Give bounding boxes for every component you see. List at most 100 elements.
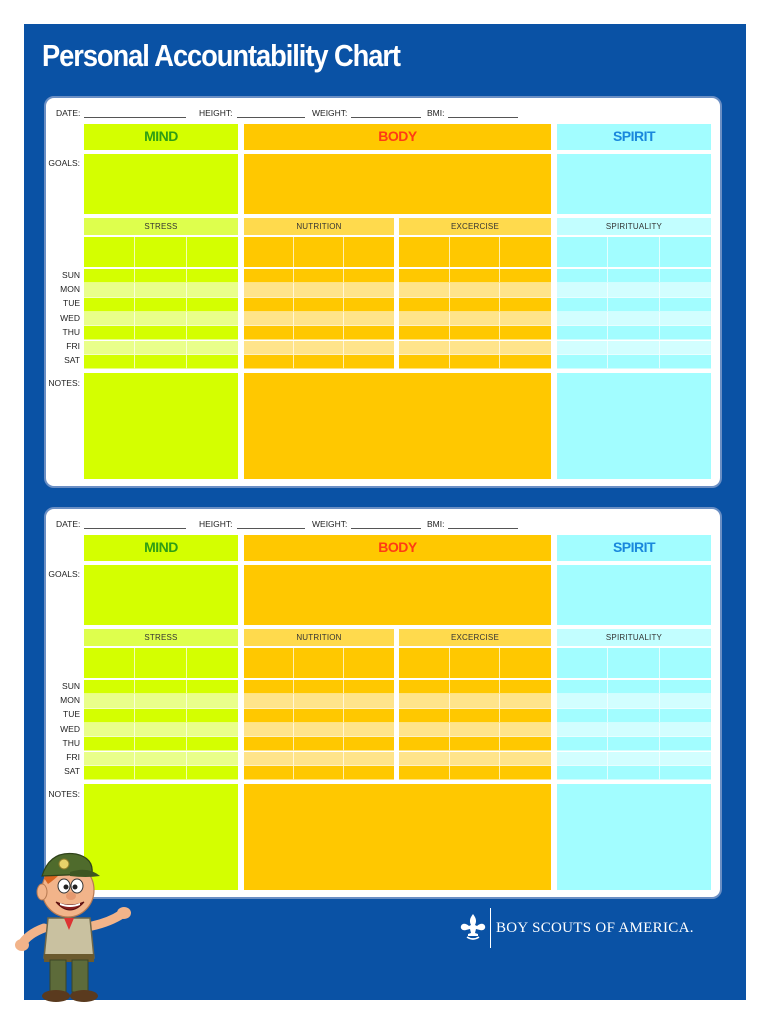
grid-day-cell[interactable] bbox=[399, 311, 450, 327]
grid-header-cell[interactable] bbox=[557, 237, 609, 267]
grid-day-cell[interactable] bbox=[659, 694, 711, 709]
grid-day-cell[interactable] bbox=[244, 765, 294, 781]
grid-header-cell[interactable] bbox=[84, 648, 136, 678]
spirit-notes-box[interactable] bbox=[557, 373, 711, 479]
grid-day-cell[interactable] bbox=[500, 340, 551, 355]
grid-day-cell[interactable] bbox=[84, 326, 136, 341]
grid-day-cell[interactable] bbox=[344, 283, 394, 298]
grid-day-cell[interactable] bbox=[84, 311, 136, 327]
grid-day-cell[interactable] bbox=[186, 340, 238, 355]
grid-day-cell[interactable] bbox=[557, 354, 609, 370]
grid-header-cell[interactable] bbox=[344, 648, 394, 678]
grid-day-cell[interactable] bbox=[449, 269, 501, 284]
grid-day-cell[interactable] bbox=[557, 297, 609, 312]
grid-day-cell[interactable] bbox=[186, 354, 238, 370]
grid-day-cell[interactable] bbox=[186, 269, 238, 284]
grid-day-cell[interactable] bbox=[557, 680, 609, 695]
body-notes-box[interactable] bbox=[244, 373, 551, 479]
grid-day-cell[interactable] bbox=[399, 326, 450, 341]
grid-day-cell[interactable] bbox=[135, 354, 187, 370]
grid-day-cell[interactable] bbox=[608, 694, 660, 709]
grid-day-cell[interactable] bbox=[608, 708, 660, 723]
grid-day-cell[interactable] bbox=[608, 680, 660, 695]
grid-day-cell[interactable] bbox=[186, 737, 238, 752]
grid-day-cell[interactable] bbox=[244, 340, 294, 355]
grid-day-cell[interactable] bbox=[500, 680, 551, 695]
grid-day-cell[interactable] bbox=[500, 354, 551, 370]
grid-day-cell[interactable] bbox=[399, 708, 450, 723]
body-notes-box[interactable] bbox=[244, 784, 551, 890]
grid-day-cell[interactable] bbox=[294, 722, 344, 738]
grid-day-cell[interactable] bbox=[135, 311, 187, 327]
grid-day-cell[interactable] bbox=[557, 708, 609, 723]
spirit-goals-box[interactable] bbox=[557, 565, 711, 625]
grid-day-cell[interactable] bbox=[186, 708, 238, 723]
grid-day-cell[interactable] bbox=[135, 283, 187, 298]
grid-day-cell[interactable] bbox=[344, 354, 394, 370]
grid-day-cell[interactable] bbox=[294, 354, 344, 370]
grid-day-cell[interactable] bbox=[449, 751, 501, 766]
grid-day-cell[interactable] bbox=[294, 269, 344, 284]
grid-header-cell[interactable] bbox=[500, 237, 551, 267]
mind-notes-box[interactable] bbox=[84, 784, 238, 890]
grid-day-cell[interactable] bbox=[399, 283, 450, 298]
body-goals-box[interactable] bbox=[244, 154, 551, 214]
grid-day-cell[interactable] bbox=[344, 680, 394, 695]
grid-header-cell[interactable] bbox=[659, 648, 711, 678]
grid-day-cell[interactable] bbox=[294, 694, 344, 709]
grid-day-cell[interactable] bbox=[659, 751, 711, 766]
mind-goals-box[interactable] bbox=[84, 154, 238, 214]
grid-day-cell[interactable] bbox=[84, 354, 136, 370]
grid-day-cell[interactable] bbox=[449, 326, 501, 341]
grid-day-cell[interactable] bbox=[135, 722, 187, 738]
grid-day-cell[interactable] bbox=[449, 708, 501, 723]
grid-header-cell[interactable] bbox=[186, 648, 238, 678]
grid-header-cell[interactable] bbox=[399, 237, 450, 267]
grid-day-cell[interactable] bbox=[659, 680, 711, 695]
grid-day-cell[interactable] bbox=[608, 269, 660, 284]
grid-day-cell[interactable] bbox=[244, 311, 294, 327]
grid-day-cell[interactable] bbox=[449, 297, 501, 312]
grid-day-cell[interactable] bbox=[557, 765, 609, 781]
grid-day-cell[interactable] bbox=[344, 269, 394, 284]
grid-day-cell[interactable] bbox=[399, 354, 450, 370]
grid-day-cell[interactable] bbox=[557, 283, 609, 298]
grid-day-cell[interactable] bbox=[608, 722, 660, 738]
grid-day-cell[interactable] bbox=[399, 680, 450, 695]
grid-day-cell[interactable] bbox=[500, 765, 551, 781]
grid-day-cell[interactable] bbox=[659, 340, 711, 355]
grid-day-cell[interactable] bbox=[244, 326, 294, 341]
grid-day-cell[interactable] bbox=[449, 680, 501, 695]
grid-day-cell[interactable] bbox=[135, 694, 187, 709]
grid-day-cell[interactable] bbox=[344, 737, 394, 752]
grid-day-cell[interactable] bbox=[84, 751, 136, 766]
grid-day-cell[interactable] bbox=[500, 283, 551, 298]
grid-day-cell[interactable] bbox=[244, 694, 294, 709]
grid-header-cell[interactable] bbox=[135, 237, 187, 267]
bmi-field[interactable]: BMI: bbox=[427, 519, 519, 529]
grid-day-cell[interactable] bbox=[449, 737, 501, 752]
grid-header-cell[interactable] bbox=[344, 237, 394, 267]
grid-day-cell[interactable] bbox=[500, 269, 551, 284]
grid-day-cell[interactable] bbox=[608, 751, 660, 766]
grid-day-cell[interactable] bbox=[294, 311, 344, 327]
grid-day-cell[interactable] bbox=[608, 737, 660, 752]
grid-day-cell[interactable] bbox=[659, 737, 711, 752]
grid-header-cell[interactable] bbox=[84, 237, 136, 267]
grid-day-cell[interactable] bbox=[244, 269, 294, 284]
grid-day-cell[interactable] bbox=[449, 765, 501, 781]
grid-day-cell[interactable] bbox=[135, 297, 187, 312]
grid-day-cell[interactable] bbox=[557, 737, 609, 752]
height-field[interactable]: HEIGHT: bbox=[199, 519, 305, 529]
grid-day-cell[interactable] bbox=[84, 340, 136, 355]
grid-day-cell[interactable] bbox=[608, 340, 660, 355]
grid-day-cell[interactable] bbox=[344, 297, 394, 312]
grid-day-cell[interactable] bbox=[344, 751, 394, 766]
grid-day-cell[interactable] bbox=[557, 326, 609, 341]
grid-day-cell[interactable] bbox=[659, 297, 711, 312]
grid-day-cell[interactable] bbox=[659, 708, 711, 723]
grid-day-cell[interactable] bbox=[557, 751, 609, 766]
weight-field[interactable]: WEIGHT: bbox=[312, 519, 422, 529]
date-field[interactable]: DATE: bbox=[56, 519, 187, 529]
grid-day-cell[interactable] bbox=[659, 311, 711, 327]
